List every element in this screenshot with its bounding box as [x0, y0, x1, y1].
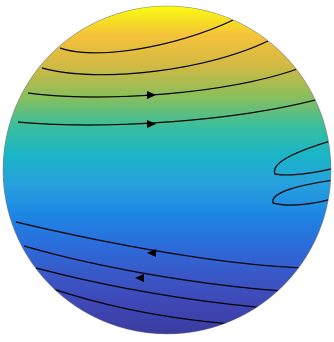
contour-line	[273, 139, 331, 176]
sphere-surface	[3, 6, 331, 334]
sphere-outline	[2, 5, 332, 335]
flow-arrows	[135, 91, 156, 282]
arrow-left-icon	[135, 274, 144, 282]
contour-line	[15, 221, 331, 269]
contour-line	[17, 95, 331, 126]
arrow-right-icon	[147, 91, 156, 99]
contour-line	[27, 67, 301, 98]
contour-line	[59, 13, 246, 54]
contour-line	[272, 179, 331, 206]
arrow-right-icon	[147, 120, 156, 128]
contour-line	[41, 39, 271, 76]
arrow-left-icon	[147, 249, 156, 257]
